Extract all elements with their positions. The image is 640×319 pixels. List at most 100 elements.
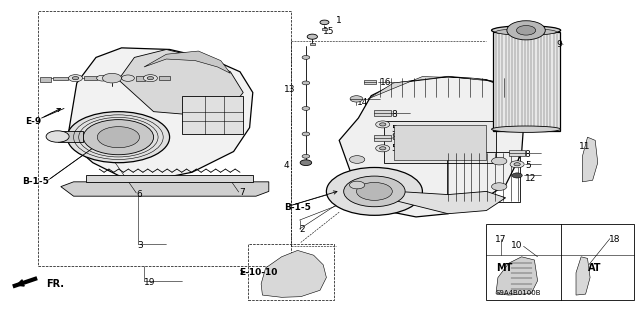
Bar (322, 28, 327, 30)
Bar (136, 76, 145, 81)
Text: B-1-5: B-1-5 (22, 177, 49, 186)
Circle shape (143, 75, 157, 82)
Circle shape (356, 182, 392, 200)
Text: 8: 8 (392, 133, 397, 142)
Text: 3: 3 (138, 241, 143, 250)
Text: 12: 12 (525, 174, 536, 183)
Circle shape (514, 163, 520, 166)
Circle shape (380, 123, 386, 126)
Bar (384, 121, 496, 163)
Circle shape (320, 20, 329, 25)
Text: AT: AT (588, 263, 602, 273)
Text: 16: 16 (380, 78, 391, 87)
Text: S9A4B0100B: S9A4B0100B (496, 291, 541, 296)
Bar (84, 76, 97, 80)
Bar (447, 152, 520, 202)
Circle shape (516, 26, 536, 35)
Circle shape (300, 160, 312, 166)
Circle shape (147, 77, 154, 80)
Bar (374, 135, 391, 141)
Circle shape (302, 132, 310, 136)
Text: 4: 4 (284, 161, 289, 170)
Text: 9: 9 (557, 40, 563, 49)
Text: MT: MT (496, 263, 513, 273)
Text: 5: 5 (392, 144, 397, 153)
Text: 10: 10 (511, 241, 522, 250)
Text: 13: 13 (284, 85, 295, 94)
Circle shape (97, 75, 108, 81)
Circle shape (302, 107, 310, 110)
Circle shape (97, 127, 140, 148)
Text: E-10-10: E-10-10 (239, 268, 277, 277)
Text: FR.: FR. (46, 279, 64, 289)
Circle shape (380, 147, 386, 150)
Ellipse shape (492, 126, 561, 132)
Circle shape (83, 120, 154, 155)
Circle shape (102, 73, 122, 83)
Circle shape (326, 167, 422, 215)
Bar (493, 32, 560, 131)
Polygon shape (144, 51, 230, 73)
Circle shape (72, 77, 79, 80)
Text: 6: 6 (136, 190, 142, 199)
Text: 1: 1 (336, 16, 342, 25)
Circle shape (46, 131, 69, 142)
Bar (40, 77, 51, 82)
Circle shape (376, 145, 390, 152)
Text: 18: 18 (609, 235, 621, 244)
Text: B-1-5: B-1-5 (284, 203, 311, 212)
Circle shape (302, 81, 310, 85)
Polygon shape (86, 175, 253, 182)
Circle shape (350, 96, 363, 102)
Bar (38, 11, 291, 266)
Polygon shape (368, 77, 512, 99)
Polygon shape (339, 77, 525, 217)
Polygon shape (182, 96, 243, 134)
Ellipse shape (495, 29, 557, 35)
Text: 14: 14 (357, 98, 369, 107)
Circle shape (512, 173, 522, 178)
Bar (53, 77, 68, 80)
Circle shape (492, 183, 507, 190)
Bar (248, 244, 334, 300)
Circle shape (302, 56, 310, 59)
Polygon shape (61, 182, 269, 196)
Polygon shape (261, 250, 326, 297)
Polygon shape (358, 185, 506, 214)
Text: 2: 2 (300, 225, 305, 234)
Polygon shape (496, 257, 538, 295)
Circle shape (349, 156, 365, 163)
Text: 11: 11 (579, 142, 591, 151)
Bar (159, 76, 170, 80)
Circle shape (349, 181, 365, 189)
Text: 19: 19 (144, 278, 156, 287)
Circle shape (376, 121, 390, 128)
Ellipse shape (492, 26, 561, 35)
Polygon shape (576, 257, 590, 295)
Bar (509, 150, 525, 156)
Polygon shape (582, 137, 598, 182)
Text: 15: 15 (323, 27, 334, 36)
Circle shape (67, 112, 170, 163)
Bar (364, 80, 376, 84)
Bar (310, 43, 315, 45)
Circle shape (302, 154, 310, 158)
Polygon shape (67, 48, 253, 179)
Circle shape (68, 75, 83, 82)
Text: 5: 5 (525, 161, 531, 170)
Bar (394, 125, 486, 160)
Text: 5: 5 (392, 125, 397, 134)
Text: E-9: E-9 (26, 117, 42, 126)
Text: 8: 8 (392, 110, 397, 119)
Polygon shape (58, 131, 83, 142)
Bar (374, 110, 391, 116)
Bar (486, 224, 634, 300)
Circle shape (492, 157, 507, 165)
Polygon shape (118, 49, 243, 115)
Circle shape (344, 176, 405, 207)
Text: 8: 8 (525, 150, 531, 159)
Text: 7: 7 (239, 189, 244, 197)
Circle shape (307, 34, 317, 39)
Circle shape (507, 21, 545, 40)
Circle shape (510, 161, 524, 168)
